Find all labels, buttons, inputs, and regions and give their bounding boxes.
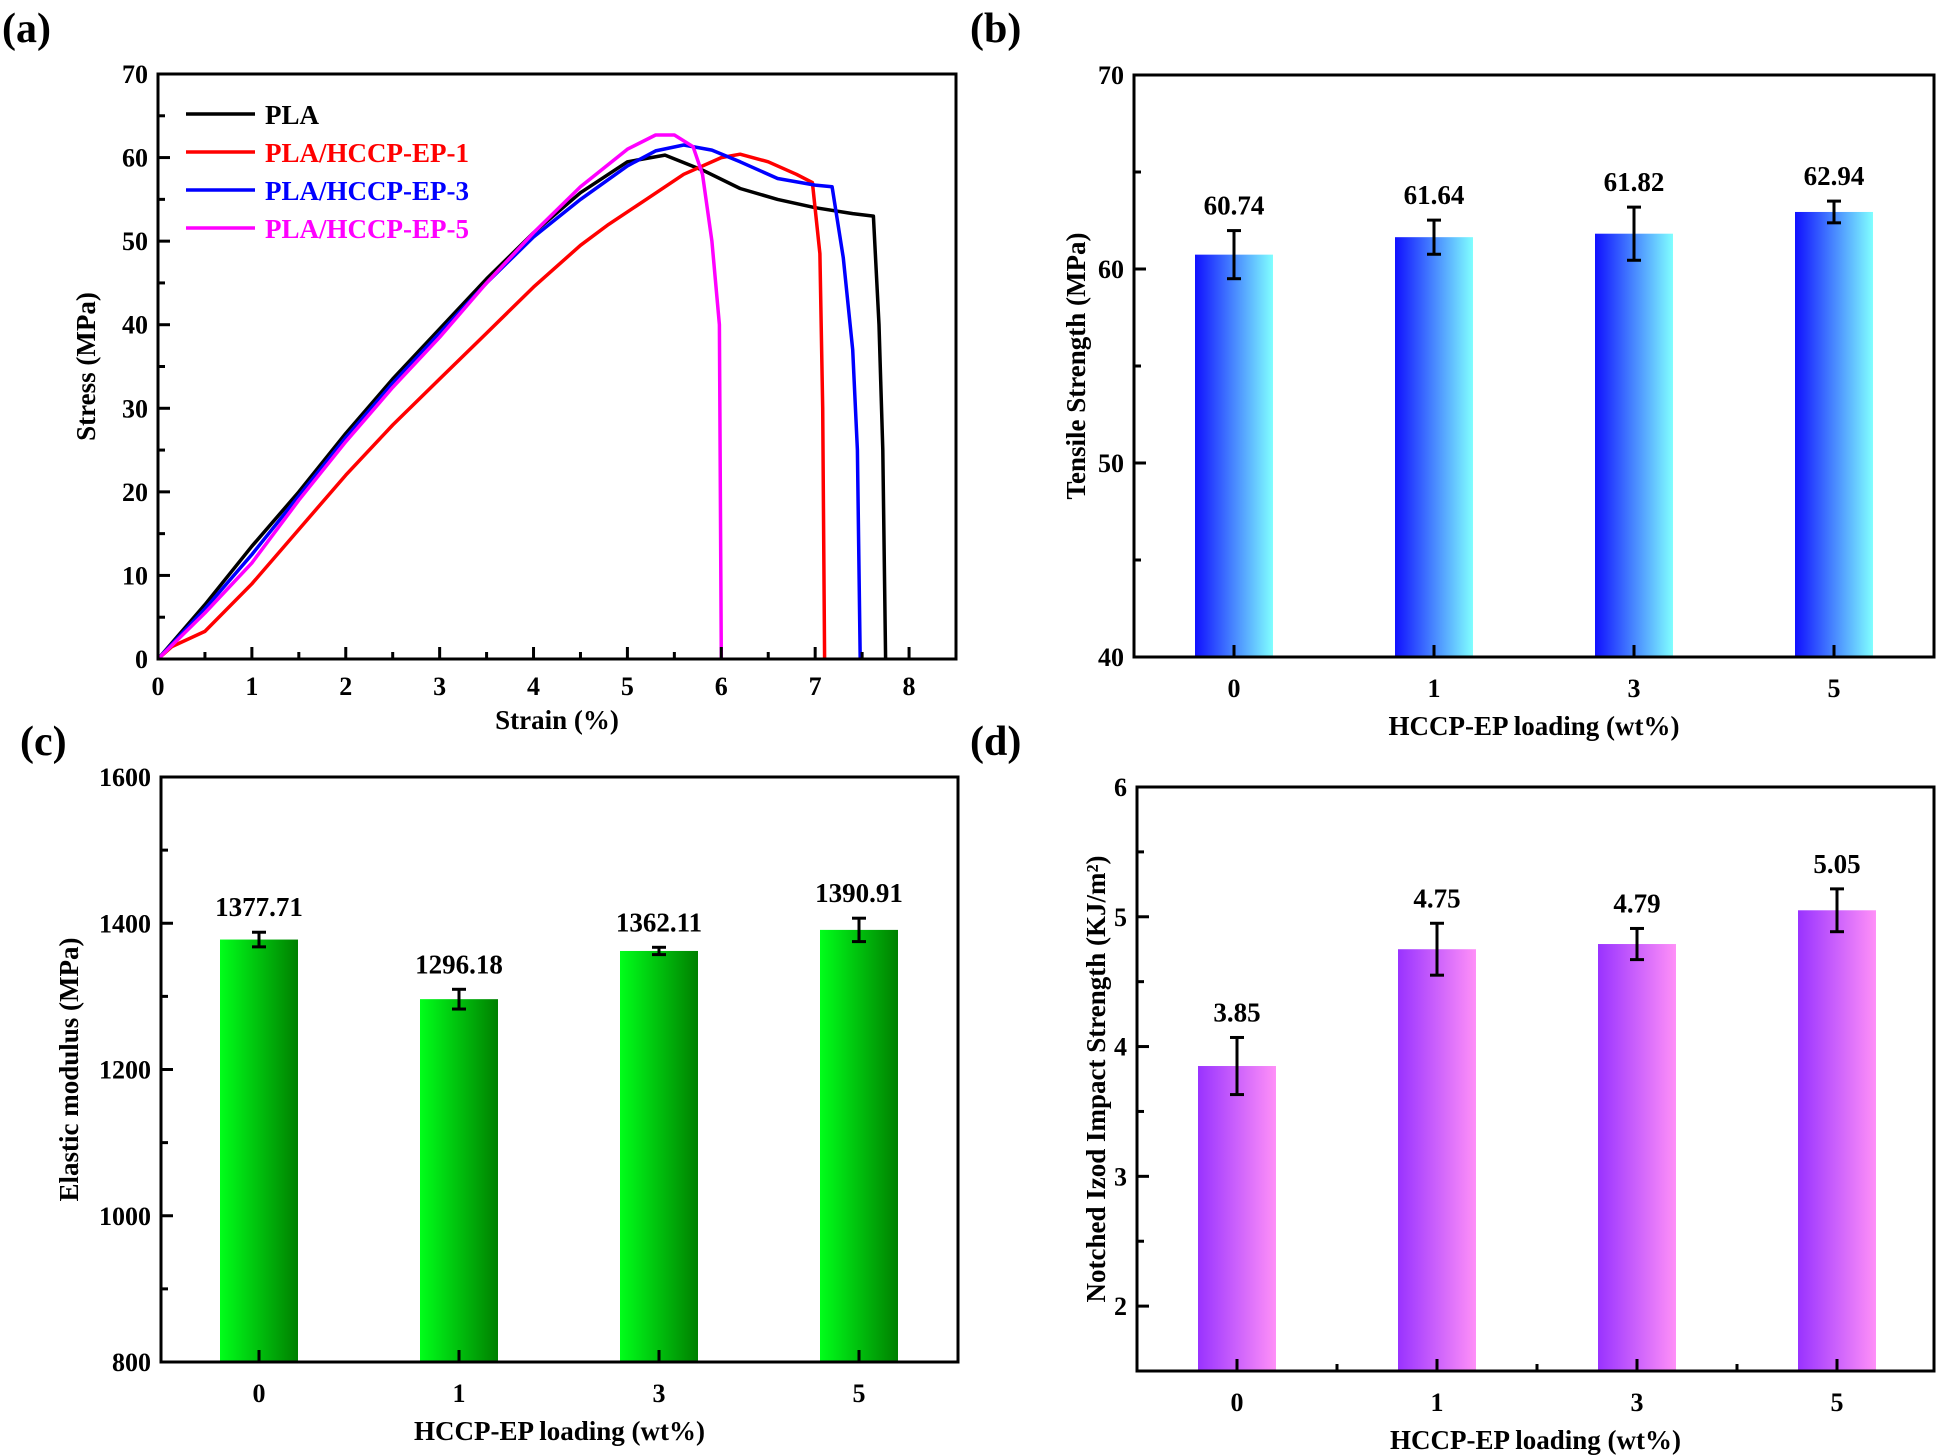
bar-5	[1798, 910, 1876, 1371]
tensile-strength-chart: 60.74 0 61.64 1 61.82 3 62.94 5 40 50 60 70 HCCP-EP …	[1061, 61, 1936, 741]
y-tick-label: 3	[1114, 1162, 1127, 1191]
bar-5	[820, 929, 898, 1362]
x-tick-label: 1	[453, 1379, 466, 1408]
legend-label: PLA	[265, 100, 320, 130]
y-tick-label: 4	[1114, 1033, 1127, 1062]
x-axis-title: Strain (%)	[495, 705, 619, 735]
x-tick-label: 8	[903, 672, 916, 701]
series-line-2	[156, 143, 862, 661]
x-axis-title: HCCP-EP loading (wt%)	[1390, 1425, 1681, 1455]
x-tick-label: 0	[253, 1379, 266, 1408]
y-axis-title: Elastic modulus (MPa)	[54, 937, 84, 1201]
panel-label-d: (d)	[970, 719, 1021, 765]
value-label: 4.79	[1613, 888, 1660, 918]
series-line-1	[156, 152, 827, 661]
y-tick-label: 800	[112, 1348, 151, 1377]
value-label: 62.94	[1804, 161, 1865, 191]
x-tick-label: 0	[1231, 1388, 1244, 1417]
bar-0	[220, 939, 298, 1362]
legend-label: PLA/HCCP-EP-1	[265, 138, 469, 168]
y-tick-label: 6	[1114, 773, 1127, 802]
value-label: 61.64	[1404, 180, 1465, 210]
value-label: 5.05	[1813, 849, 1860, 879]
y-tick-label: 50	[1098, 449, 1124, 478]
x-tick-label: 4	[527, 672, 540, 701]
y-tick-label: 0	[135, 645, 148, 674]
y-tick-label: 1200	[99, 1056, 151, 1085]
x-tick-label: 5	[621, 672, 634, 701]
x-tick-label: 1	[1428, 674, 1441, 703]
y-tick-label: 1600	[99, 763, 151, 792]
x-tick-label: 6	[715, 672, 728, 701]
y-tick-label: 40	[1098, 643, 1124, 672]
x-tick-label: 2	[339, 672, 352, 701]
value-label: 3.85	[1213, 997, 1260, 1027]
bar-1	[1398, 949, 1476, 1371]
plot-d-frame	[1135, 785, 1936, 1373]
bar-5	[1795, 211, 1873, 658]
bar-1	[1395, 237, 1473, 657]
panel-label-b: (b)	[970, 6, 1021, 52]
y-tick-label: 20	[122, 478, 148, 507]
bar-3	[620, 950, 698, 1362]
panel-label-a: (a)	[2, 6, 51, 52]
y-tick-label: 1400	[99, 909, 151, 938]
x-tick-label: 5	[1831, 1388, 1844, 1417]
series-line-3	[156, 133, 724, 661]
legend-label: PLA/HCCP-EP-3	[265, 176, 469, 206]
panel-label-c: (c)	[20, 719, 67, 765]
x-tick-label: 5	[853, 1379, 866, 1408]
x-tick-label: 3	[653, 1379, 666, 1408]
value-label: 1390.91	[815, 878, 903, 908]
bar-0	[1195, 254, 1273, 658]
value-label: 1362.11	[616, 907, 702, 937]
x-axis-title: HCCP-EP loading (wt%)	[1388, 711, 1679, 741]
stress-strain-chart: 0 1 2 3 4 5 6 7 8 0 10 20 30 40 50 60 70 Strain (%) Stress…	[71, 60, 958, 735]
value-label: 4.75	[1413, 883, 1460, 913]
x-tick-label: 3	[433, 672, 446, 701]
x-tick-label: 0	[1228, 674, 1241, 703]
y-axis-title: Stress (MPa)	[71, 292, 101, 441]
y-axis-title: Tensile Strength (MPa)	[1061, 233, 1091, 500]
x-axis-title: HCCP-EP loading (wt%)	[414, 1416, 705, 1446]
impact-strength-chart: 3.85 0 4.75 1 4.79 3 5.05 5 2 3 4 5 6 HCCP-EP loading…	[1081, 773, 1936, 1455]
series-line-0	[156, 153, 888, 661]
legend: PLA PLA/HCCP-EP-1 PLA/HCCP-EP-3 PLA/HCCP-EP…	[186, 100, 469, 244]
x-tick-label: 3	[1631, 1388, 1644, 1417]
x-tick-label: 3	[1628, 674, 1641, 703]
x-tick-label: 1	[245, 672, 258, 701]
y-tick-label: 70	[122, 60, 148, 89]
y-tick-label: 60	[1098, 255, 1124, 284]
bar-3	[1598, 944, 1676, 1371]
y-axis-title: Notched Izod Impact Strength (KJ/m²)	[1081, 855, 1111, 1302]
y-tick-label: 30	[122, 394, 148, 423]
value-label: 1296.18	[415, 949, 503, 979]
y-tick-label: 40	[122, 311, 148, 340]
y-tick-label: 50	[122, 227, 148, 256]
x-tick-label: 7	[809, 672, 822, 701]
x-tick-label: 5	[1828, 674, 1841, 703]
legend-label: PLA/HCCP-EP-5	[265, 214, 469, 244]
y-tick-label: 2	[1114, 1292, 1127, 1321]
value-label: 1377.71	[215, 892, 303, 922]
y-tick-label: 5	[1114, 903, 1127, 932]
bar-3	[1595, 233, 1673, 657]
y-tick-label: 60	[122, 144, 148, 173]
value-label: 60.74	[1204, 191, 1265, 221]
x-tick-label: 1	[1431, 1388, 1444, 1417]
bar-1	[420, 999, 498, 1362]
bar-0	[1198, 1066, 1276, 1371]
x-tick-label: 0	[152, 672, 165, 701]
y-tick-label: 10	[122, 561, 148, 590]
value-label: 61.82	[1604, 167, 1665, 197]
y-tick-label: 70	[1098, 61, 1124, 90]
y-tick-label: 1000	[99, 1202, 151, 1231]
elastic-modulus-chart: 1377.71 0 1296.18 1 1362.11 3 1390.91 5 800 1000 1…	[54, 763, 960, 1446]
